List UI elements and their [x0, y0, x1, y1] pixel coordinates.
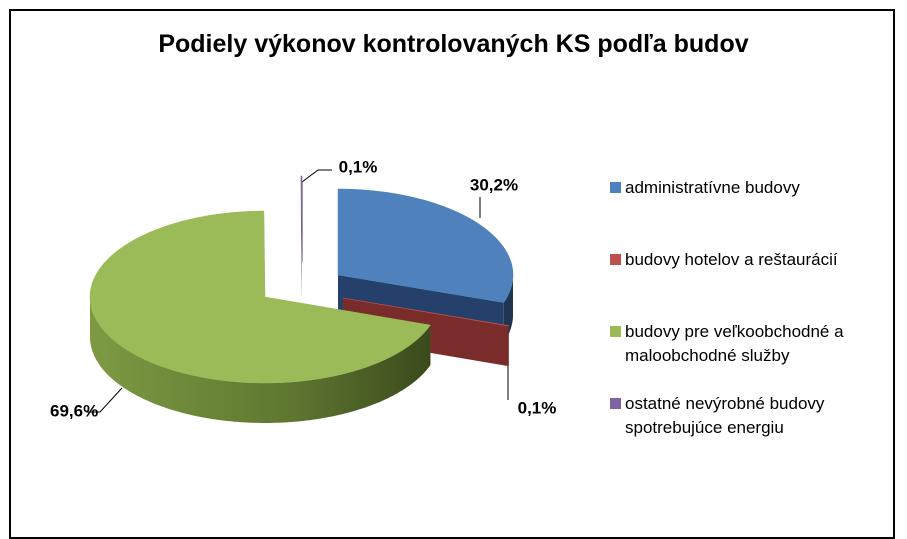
legend-swatch	[610, 326, 621, 337]
legend-swatch	[610, 254, 621, 265]
legend-label: ostatné nevýrobné budovy spotrebujúce en…	[625, 392, 895, 440]
data-label: 69,6%	[50, 401, 98, 420]
pie-slice	[301, 176, 302, 302]
legend-label: administratívne budovy	[625, 176, 895, 200]
leader-line	[302, 170, 332, 262]
legend-label: budovy hotelov a reštaurácií	[625, 248, 895, 272]
legend-swatch	[610, 398, 621, 409]
data-label: 30,2%	[470, 175, 518, 194]
data-label: 0,1%	[518, 398, 557, 417]
legend-swatch	[610, 182, 621, 193]
data-label: 0,1%	[339, 157, 378, 176]
legend-label: budovy pre veľkoobchodné a maloobchodné …	[625, 320, 895, 368]
